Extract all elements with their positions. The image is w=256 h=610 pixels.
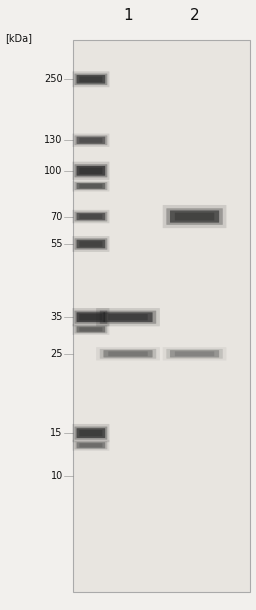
FancyBboxPatch shape xyxy=(79,443,102,447)
Text: 1: 1 xyxy=(123,8,133,23)
FancyBboxPatch shape xyxy=(77,213,105,220)
FancyBboxPatch shape xyxy=(96,347,160,361)
Bar xyxy=(137,241,185,390)
Bar xyxy=(106,142,217,490)
Bar xyxy=(127,208,196,423)
FancyBboxPatch shape xyxy=(175,351,214,356)
FancyBboxPatch shape xyxy=(72,134,110,147)
FancyBboxPatch shape xyxy=(163,347,226,361)
Bar xyxy=(116,175,206,456)
FancyBboxPatch shape xyxy=(72,236,110,252)
FancyBboxPatch shape xyxy=(170,350,219,357)
FancyBboxPatch shape xyxy=(74,135,107,145)
FancyBboxPatch shape xyxy=(74,426,107,440)
FancyBboxPatch shape xyxy=(108,351,148,356)
FancyBboxPatch shape xyxy=(72,324,110,335)
FancyBboxPatch shape xyxy=(74,310,107,324)
FancyBboxPatch shape xyxy=(79,168,102,174)
FancyBboxPatch shape xyxy=(77,240,105,248)
FancyBboxPatch shape xyxy=(77,442,105,448)
FancyBboxPatch shape xyxy=(72,210,110,223)
Text: 100: 100 xyxy=(44,166,63,176)
Text: 15: 15 xyxy=(50,428,63,438)
FancyBboxPatch shape xyxy=(77,75,105,84)
Bar xyxy=(73,40,250,592)
FancyBboxPatch shape xyxy=(108,314,148,320)
FancyBboxPatch shape xyxy=(72,71,110,87)
FancyBboxPatch shape xyxy=(74,164,107,178)
Bar xyxy=(148,274,175,357)
Bar xyxy=(95,109,228,523)
FancyBboxPatch shape xyxy=(72,308,110,326)
FancyBboxPatch shape xyxy=(79,430,102,436)
Text: 70: 70 xyxy=(50,212,63,221)
Text: [kDa]: [kDa] xyxy=(5,34,32,43)
FancyBboxPatch shape xyxy=(163,205,226,228)
FancyBboxPatch shape xyxy=(100,349,156,359)
FancyBboxPatch shape xyxy=(166,349,223,359)
FancyBboxPatch shape xyxy=(77,183,105,189)
FancyBboxPatch shape xyxy=(175,213,214,220)
FancyBboxPatch shape xyxy=(72,424,110,442)
FancyBboxPatch shape xyxy=(72,181,110,192)
FancyBboxPatch shape xyxy=(170,210,219,223)
FancyBboxPatch shape xyxy=(100,310,156,324)
FancyBboxPatch shape xyxy=(77,137,105,144)
FancyBboxPatch shape xyxy=(74,325,107,334)
Text: 25: 25 xyxy=(50,349,63,359)
Text: 130: 130 xyxy=(44,135,63,145)
FancyBboxPatch shape xyxy=(79,184,102,188)
FancyBboxPatch shape xyxy=(74,182,107,190)
FancyBboxPatch shape xyxy=(79,214,102,219)
FancyBboxPatch shape xyxy=(79,314,102,320)
FancyBboxPatch shape xyxy=(103,312,153,322)
Text: 35: 35 xyxy=(50,312,63,322)
Text: 250: 250 xyxy=(44,74,63,84)
FancyBboxPatch shape xyxy=(74,212,107,221)
FancyBboxPatch shape xyxy=(79,328,102,331)
FancyBboxPatch shape xyxy=(77,326,105,332)
FancyBboxPatch shape xyxy=(74,74,107,85)
FancyBboxPatch shape xyxy=(77,166,105,176)
FancyBboxPatch shape xyxy=(166,208,223,225)
Text: 2: 2 xyxy=(190,8,199,23)
Text: 10: 10 xyxy=(50,471,63,481)
FancyBboxPatch shape xyxy=(79,241,102,247)
FancyBboxPatch shape xyxy=(79,76,102,82)
FancyBboxPatch shape xyxy=(74,239,107,249)
FancyBboxPatch shape xyxy=(72,162,110,180)
Text: 55: 55 xyxy=(50,239,63,249)
FancyBboxPatch shape xyxy=(103,350,153,357)
FancyBboxPatch shape xyxy=(77,428,105,438)
FancyBboxPatch shape xyxy=(96,308,160,326)
FancyBboxPatch shape xyxy=(74,441,107,450)
FancyBboxPatch shape xyxy=(79,138,102,143)
FancyBboxPatch shape xyxy=(72,440,110,451)
FancyBboxPatch shape xyxy=(77,312,105,322)
